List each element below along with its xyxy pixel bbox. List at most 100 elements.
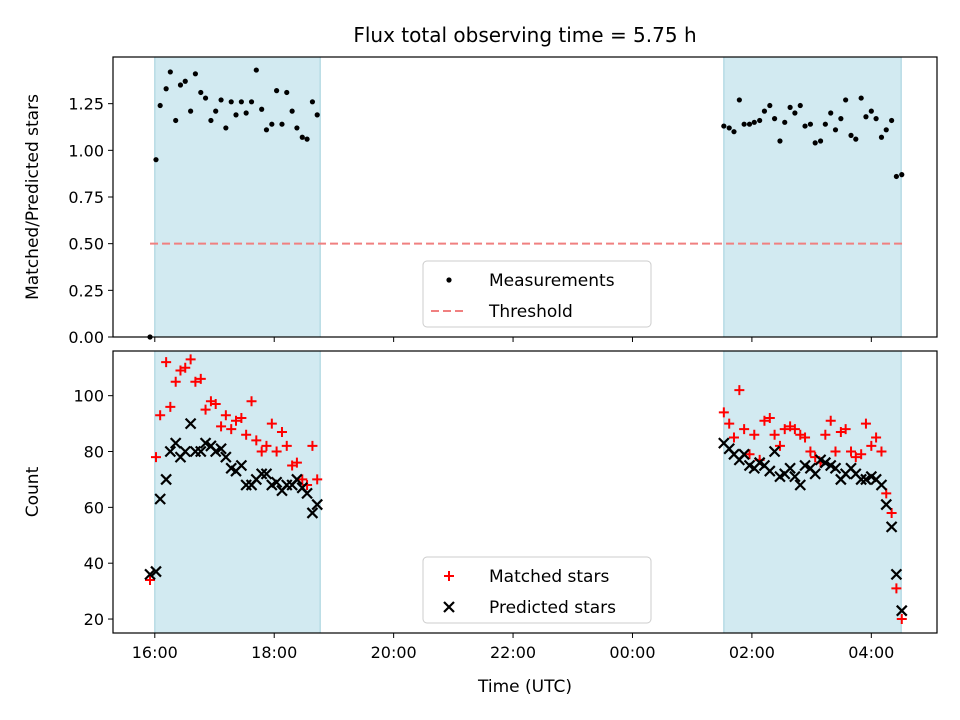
predicted-stars-point xyxy=(301,487,313,500)
measurements-point xyxy=(812,140,818,146)
matched-stars-point xyxy=(860,418,871,429)
matched-stars-point xyxy=(150,452,161,463)
matched-stars-point xyxy=(840,424,851,435)
measurements-point xyxy=(274,88,280,94)
matched-stars-point xyxy=(764,413,775,424)
y-tick-label: 1.25 xyxy=(68,95,104,114)
matched-stars-point xyxy=(779,424,790,435)
matched-stars-point xyxy=(190,376,201,387)
y-tick-label: 40 xyxy=(84,554,104,573)
measurements-point xyxy=(843,97,849,103)
legend-label: Matched stars xyxy=(489,567,609,587)
matched-stars-point xyxy=(312,474,323,485)
matched-stars-point xyxy=(161,357,172,368)
matched-stars-point xyxy=(886,507,897,518)
predicted-stars-point xyxy=(220,451,232,463)
measurements-point xyxy=(832,127,839,133)
matched-stars-point xyxy=(291,457,302,468)
legend-box xyxy=(422,556,652,624)
measurements-point xyxy=(314,112,320,118)
matched-stars-point xyxy=(871,432,882,443)
legend-marker xyxy=(443,601,455,613)
matched-stars-point xyxy=(789,424,800,435)
matched-stars-point xyxy=(231,415,242,426)
matched-stars-point xyxy=(774,440,785,451)
measurements-point xyxy=(797,102,803,109)
y-tick-label: 80 xyxy=(84,443,104,462)
measurements-point xyxy=(294,125,300,131)
predicted-stars-point xyxy=(169,437,182,449)
matched-stars-point xyxy=(266,418,277,429)
legend-label: Threshold xyxy=(488,302,573,322)
y-axis-label: Count xyxy=(23,466,43,517)
measurements-point xyxy=(771,116,778,122)
matched-stars-point xyxy=(866,440,877,451)
measurements-point xyxy=(777,138,783,144)
x-tick-label: 22:00 xyxy=(490,643,536,662)
matched-stars-point xyxy=(145,574,156,585)
predicted-stars-point xyxy=(291,473,303,486)
y-tick-label: 0.50 xyxy=(68,235,104,254)
matched-stars-point xyxy=(850,452,861,463)
measurements-point xyxy=(787,104,793,110)
predicted-stars-point xyxy=(194,445,207,458)
measurements-point xyxy=(153,157,159,163)
count-panel: 20 40 60 80 100 16:00 18:00 20:00 22:00 00:00 02:0… xyxy=(23,350,938,662)
legend: Measurements Threshold xyxy=(422,260,652,328)
measurements-point xyxy=(213,108,219,114)
y-axis-label: Matched/Predicted stars xyxy=(23,94,43,300)
measurements-point xyxy=(299,134,305,140)
measurements-point xyxy=(761,108,768,114)
measurements-point xyxy=(284,89,290,96)
predicted-stars-point xyxy=(794,479,807,491)
predicted-stars-point xyxy=(855,473,867,486)
legend-label: Predicted stars xyxy=(489,598,616,618)
matched-stars-point xyxy=(220,410,231,421)
measurements-point xyxy=(173,117,179,124)
matched-stars-point xyxy=(195,373,206,384)
predicted-stars-point xyxy=(764,465,776,477)
measurements-point xyxy=(228,99,234,105)
x-tick-label: 00:00 xyxy=(609,643,655,662)
predicted-stars-point xyxy=(164,445,177,458)
measurements-point xyxy=(873,116,879,122)
measurements-point xyxy=(878,134,885,140)
observing-interval-band xyxy=(154,56,321,338)
measurements-point xyxy=(279,121,285,127)
measurements-point xyxy=(188,108,194,114)
measurements-point xyxy=(893,173,899,180)
predicted-stars-point xyxy=(154,493,166,505)
measurements-point xyxy=(751,119,757,125)
x-tick-label: 20:00 xyxy=(371,643,417,662)
matched-stars-point xyxy=(226,424,237,435)
measurements-point xyxy=(828,110,834,116)
measurements-point xyxy=(889,117,895,124)
matched-stars-point xyxy=(261,440,272,451)
measurements-point xyxy=(853,136,859,142)
ratio-panel: 0.00 0.25 0.50 0.75 1.00 1.25 Matched/Predicte… xyxy=(23,56,938,347)
predicted-stars-point xyxy=(306,507,319,519)
measurements-point xyxy=(883,127,889,133)
matched-stars-point xyxy=(236,413,247,424)
measurements-point xyxy=(259,106,265,112)
matched-stars-point xyxy=(749,429,760,440)
matched-stars-point xyxy=(876,446,887,457)
measurements-point xyxy=(167,69,173,75)
matched-stars-point xyxy=(728,432,739,443)
observing-interval-band xyxy=(154,350,321,634)
predicted-stars-point xyxy=(255,468,268,480)
predicted-stars-point xyxy=(784,462,796,475)
measurements-point xyxy=(157,102,163,109)
matched-stars-point xyxy=(724,418,735,429)
y-tick-label: 20 xyxy=(84,610,104,629)
y-tick-label: 1.00 xyxy=(68,141,104,160)
matched-stars-point xyxy=(155,410,166,421)
y-tick-label: 100 xyxy=(73,387,104,406)
measurements-point xyxy=(767,102,773,109)
measurements-point xyxy=(238,99,244,105)
predicted-stars-point xyxy=(829,462,842,475)
predicted-stars-point xyxy=(179,445,192,458)
matched-stars-point xyxy=(891,583,902,594)
measurements-point xyxy=(253,67,259,73)
measurements-point xyxy=(817,138,824,144)
